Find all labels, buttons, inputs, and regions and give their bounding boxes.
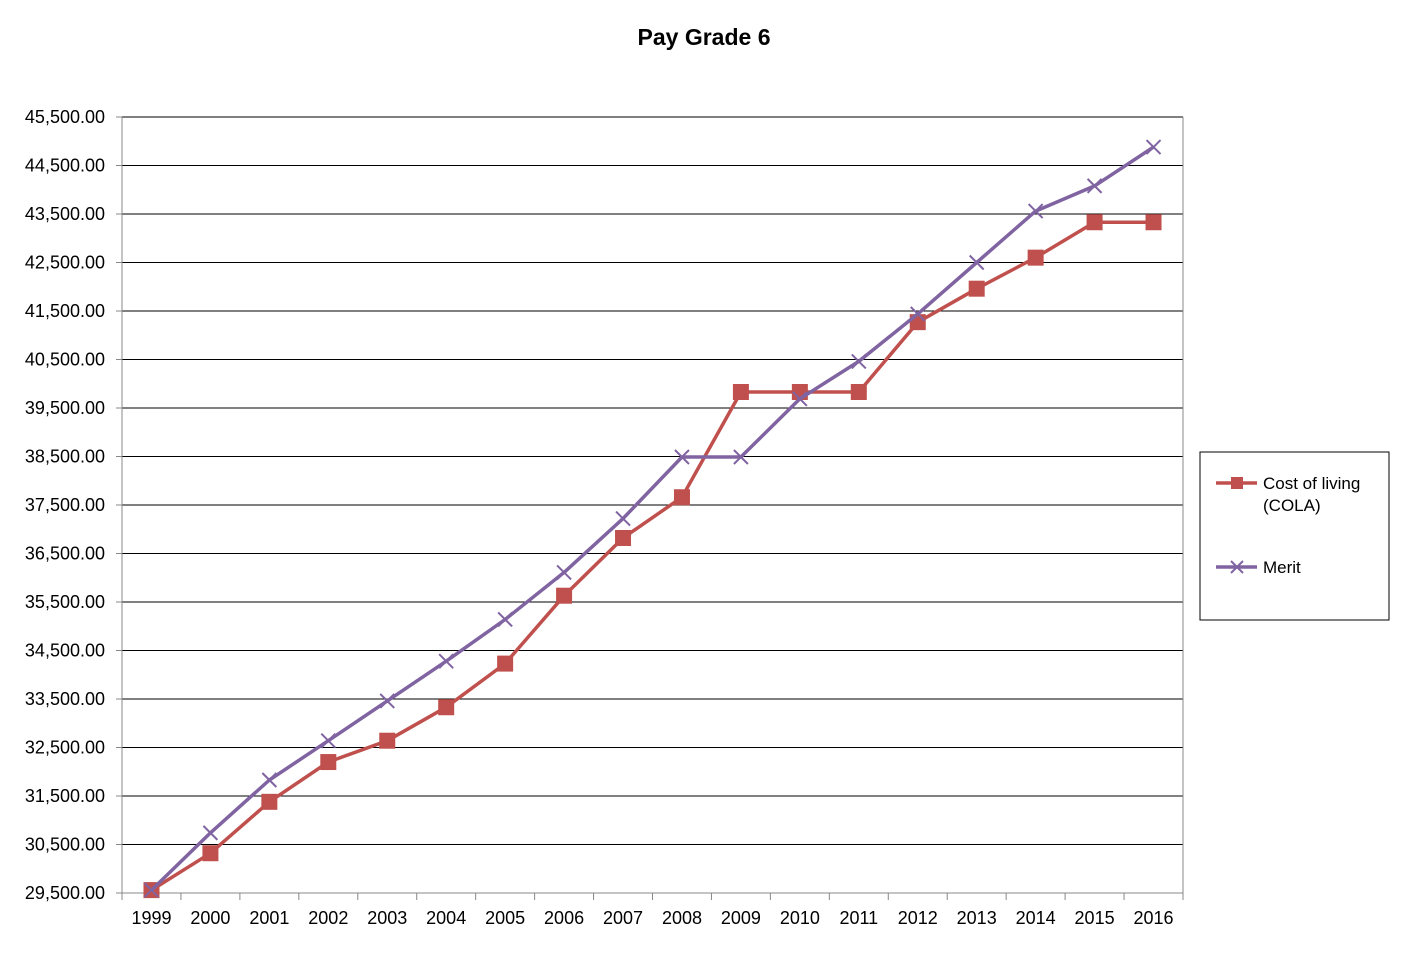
data-point	[1086, 178, 1103, 194]
data-point	[1145, 214, 1162, 231]
y-tick-label: 44,500.00	[25, 156, 105, 176]
x-tick-label: 2013	[957, 908, 997, 928]
x-tick-label: 2007	[603, 908, 643, 928]
x-tick-label: 2003	[367, 908, 407, 928]
x-tick-label: 2014	[1016, 908, 1056, 928]
legend-label: Merit	[1263, 558, 1301, 577]
y-tick-label: 32,500.00	[25, 738, 105, 758]
x-tick-label: 2010	[780, 908, 820, 928]
data-point	[438, 653, 454, 669]
y-tick-label: 43,500.00	[25, 204, 105, 224]
data-point	[202, 825, 219, 841]
axes	[116, 116, 1184, 900]
data-point	[615, 529, 632, 546]
x-tick-label: 2004	[426, 908, 466, 928]
x-tick-label: 2006	[544, 908, 584, 928]
data-point	[497, 655, 514, 672]
x-tick-label: 2008	[662, 908, 702, 928]
x-tick-label: 2011	[839, 908, 878, 928]
legend-entry: Merit	[1216, 558, 1301, 577]
data-point	[379, 693, 395, 709]
x-tick-label: 2009	[721, 908, 761, 928]
y-tick-label: 39,500.00	[25, 398, 105, 418]
y-tick-label: 38,500.00	[25, 447, 105, 467]
data-point	[1027, 203, 1044, 219]
x-tick-label: 2005	[485, 908, 525, 928]
series	[143, 139, 1162, 899]
series-merit	[143, 139, 1162, 898]
legend-label: Cost of living	[1263, 474, 1360, 493]
data-point	[556, 587, 573, 604]
data-point	[261, 772, 278, 788]
data-point	[673, 489, 690, 506]
data-point	[320, 754, 337, 771]
y-tick-label: 34,500.00	[25, 641, 105, 661]
data-point	[910, 306, 926, 322]
data-point	[968, 254, 985, 271]
data-point	[202, 845, 219, 862]
series-line	[150, 145, 1155, 892]
data-point	[851, 353, 867, 370]
y-tick-label: 30,500.00	[25, 835, 105, 855]
data-point	[556, 564, 572, 581]
data-point	[615, 510, 631, 527]
x-tick-label: 2002	[308, 908, 348, 928]
data-point	[261, 793, 278, 810]
legend-label: (COLA)	[1263, 496, 1321, 515]
data-point	[379, 732, 396, 749]
x-tick-label: 2012	[898, 908, 938, 928]
data-point	[968, 280, 985, 297]
data-point	[733, 449, 749, 465]
data-point	[143, 882, 160, 898]
x-tick-label: 2015	[1075, 908, 1115, 928]
y-tick-label: 40,500.00	[25, 350, 105, 370]
x-axis-tick-labels: 1999 2000 2001 2002 2003 2004 2005 2006 2007 2008…	[131, 908, 1173, 928]
data-point	[497, 611, 513, 628]
series-cola	[143, 214, 1162, 899]
legend-swatch-marker	[1231, 477, 1243, 489]
y-tick-label: 35,500.00	[25, 592, 105, 612]
data-point	[850, 383, 867, 400]
y-tick-label: 29,500.00	[25, 883, 105, 903]
chart-title: Pay Grade 6	[638, 24, 771, 50]
series-line	[150, 220, 1154, 892]
y-tick-label: 31,500.00	[25, 786, 105, 806]
data-point	[438, 699, 455, 716]
x-tick-label: 2016	[1134, 908, 1174, 928]
y-tick-label: 42,500.00	[25, 253, 105, 273]
data-point	[732, 383, 749, 400]
data-point	[320, 733, 337, 749]
data-point	[1145, 139, 1162, 155]
y-tick-label: 41,500.00	[25, 301, 105, 321]
legend: Cost of living (COLA) Merit	[1199, 451, 1390, 621]
y-tick-label: 36,500.00	[25, 544, 105, 564]
x-tick-label: 2000	[190, 908, 230, 928]
y-axis-tick-labels: 29,500.00 30,500.00 31,500.00 32,500.00 33,5…	[25, 107, 105, 903]
data-point	[674, 449, 690, 465]
data-point	[792, 391, 808, 407]
legend-swatch-marker	[1230, 560, 1244, 574]
y-tick-label: 33,500.00	[25, 689, 105, 709]
gridlines	[122, 116, 1183, 845]
y-tick-label: 37,500.00	[25, 495, 105, 515]
data-point	[1027, 249, 1044, 266]
data-point	[1086, 214, 1103, 231]
x-tick-label: 2001	[249, 908, 289, 928]
y-tick-label: 45,500.00	[25, 107, 105, 127]
legend-entry: Cost of living (COLA)	[1216, 474, 1360, 515]
x-tick-label: 1999	[131, 908, 171, 928]
